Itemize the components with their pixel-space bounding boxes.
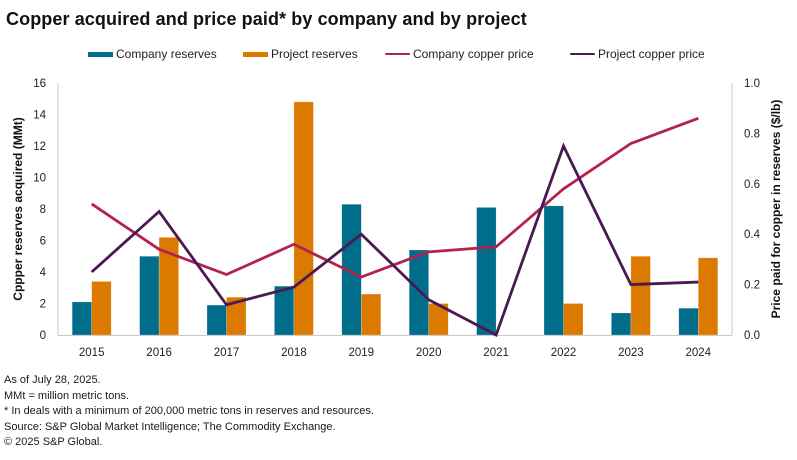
line-company-copper-price [90,116,699,279]
legend-swatch-company-reserves [88,51,113,57]
legend-label: Project reserves [271,47,358,61]
bar-project-reserves-2015 [91,281,112,336]
bar-company-reserves-2023 [611,312,632,336]
legend-swatch-project-reserves [243,51,268,57]
left-tick-label: 16 [33,78,46,90]
right-tick-label: 0.6 [744,179,760,191]
left-axis-ticks: 0 2 4 6 8 10 12 14 16 [33,78,46,342]
x-tick-label: 2020 [416,347,442,359]
bar-company-reserves-2024 [678,307,699,336]
legend-item-project-price: Project copper price [570,47,705,61]
bars [71,101,719,336]
legend-swatch-company-price [385,52,410,56]
axes [57,83,733,336]
x-tick-label: 2021 [483,347,509,359]
left-tick-label: 4 [40,267,47,279]
chart-title: Copper acquired and price paid* by compa… [6,9,527,29]
legend-item-company-reserves: Company reserves [88,47,217,61]
bar-company-reserves-2020 [408,249,430,336]
right-axis-ticks: 0.0 0.2 0.4 0.6 0.8 1.0 [744,78,761,342]
bar-company-reserves-2017 [206,304,227,336]
legend-label: Company reserves [116,47,217,61]
legend-item-company-price: Company copper price [385,47,534,61]
right-tick-label: 0.2 [744,280,760,292]
bar-project-reserves-2022 [563,303,584,336]
bar-project-reserves-2016 [158,237,179,336]
x-tick-label: 2018 [281,347,307,359]
bar-company-reserves-2016 [139,255,160,336]
left-tick-label: 6 [40,236,46,248]
right-tick-label: 0.0 [744,330,760,342]
x-tick-label: 2016 [146,347,172,359]
bar-project-reserves-2018 [293,101,314,336]
note-copyright: © 2025 S&P Global. [4,436,103,448]
bar-project-reserves-2017 [226,296,247,336]
right-tick-label: 0.8 [744,128,760,140]
right-axis-title: Price paid for copper in reserves ($/lb) [769,100,783,319]
left-tick-label: 0 [40,330,46,342]
legend-label: Project copper price [598,47,705,61]
bar-project-reserves-2023 [630,255,651,336]
note-unit: MMt = million metric tons. [4,389,129,402]
bar-company-reserves-2021 [476,207,497,336]
x-axis-ticks: 2015 2016 2017 2018 2019 2020 2021 2022 2023 2024 [79,347,712,359]
bar-project-reserves-2019 [360,293,382,336]
right-tick-label: 0.4 [744,229,761,241]
chart-legend: Company reserves Project reserves Compan… [0,47,797,63]
legend-swatch-project-price [570,52,595,56]
note-source: Source: S&P Global Market Intelligence; … [4,420,336,433]
x-tick-label: 2022 [551,347,577,359]
x-tick-label: 2024 [686,347,712,359]
left-tick-label: 2 [40,299,46,311]
right-tick-label: 1.0 [744,78,760,90]
x-tick-label: 2019 [349,347,375,359]
bar-project-reserves-2024 [697,257,719,336]
x-tick-label: 2017 [214,347,240,359]
legend-label: Company copper price [413,47,534,61]
bar-company-reserves-2018 [274,285,295,336]
left-tick-label: 12 [33,141,46,153]
note-footnote: * In deals with a minimum of 200,000 met… [4,405,374,417]
bar-company-reserves-2015 [71,301,92,336]
x-tick-label: 2023 [618,347,644,359]
left-tick-label: 14 [33,110,46,122]
line-project-copper-price [90,142,699,337]
note-date: As of July 28, 2025. [4,374,101,386]
left-tick-label: 8 [40,204,46,216]
bar-company-reserves-2022 [543,205,564,336]
x-tick-label: 2015 [79,347,105,359]
legend-item-project-reserves: Project reserves [243,47,358,61]
lines [90,116,699,337]
left-tick-label: 10 [33,173,46,185]
chart-notes: As of July 28, 2025. MMt = million metri… [4,373,374,451]
left-axis-title: Cppper reserves acquired (MMt) [11,117,25,300]
